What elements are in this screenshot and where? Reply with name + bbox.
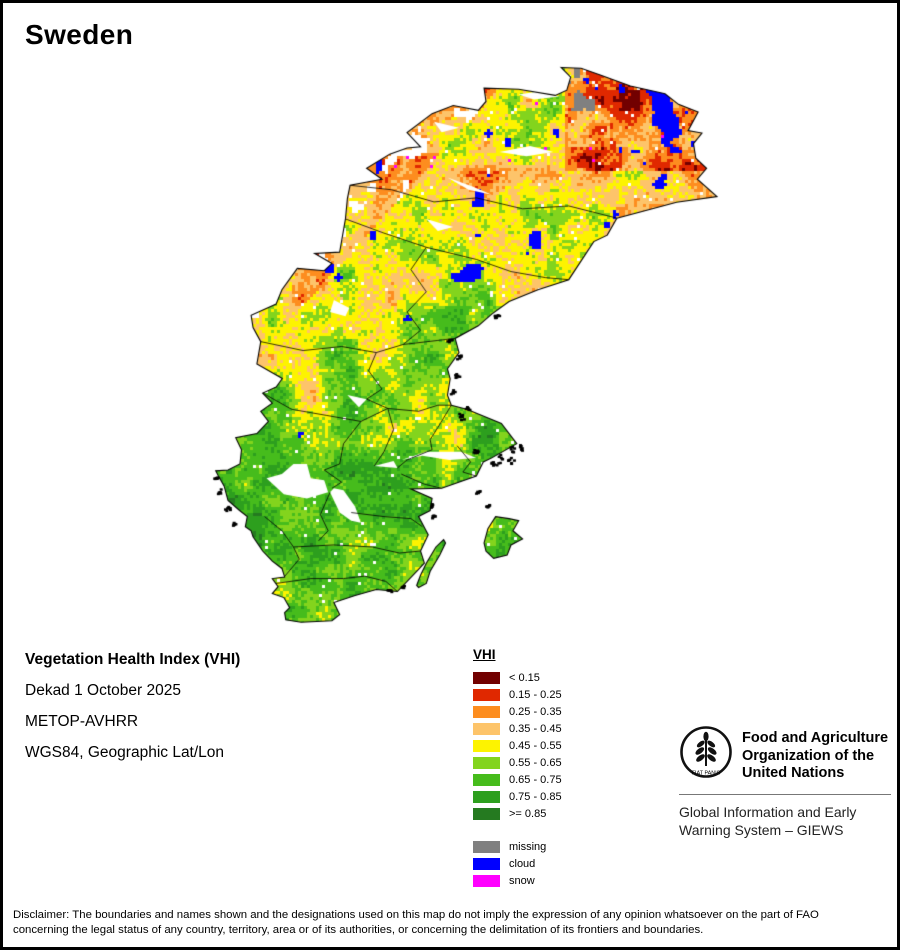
legend-swatch xyxy=(473,874,500,887)
legend-row: 0.15 - 0.25 xyxy=(473,686,562,703)
fao-org-line: Food and Agriculture xyxy=(742,730,889,746)
legend-swatch xyxy=(473,773,500,786)
legend-label: < 0.15 xyxy=(509,671,540,684)
giews-line: Global Information and Early xyxy=(679,803,857,820)
legend-row: 0.45 - 0.55 xyxy=(473,737,562,754)
legend-swatch xyxy=(473,671,500,684)
legend-swatch xyxy=(473,756,500,769)
legend-row: 0.25 - 0.35 xyxy=(473,703,562,720)
legend-title: VHI xyxy=(473,647,496,662)
disclaimer-text: Disclaimer: The boundaries and names sho… xyxy=(13,908,895,938)
legend-swatch xyxy=(473,790,500,803)
legend-row: 0.35 - 0.45 xyxy=(473,720,562,737)
legend-row: cloud xyxy=(473,855,562,872)
giews-label: Global Information and Early Warning Sys… xyxy=(679,803,891,840)
legend-label: 0.15 - 0.25 xyxy=(509,688,562,701)
legend-row: 0.75 - 0.85 xyxy=(473,788,562,805)
legend-swatch xyxy=(473,857,500,870)
legend-row: >= 0.85 xyxy=(473,805,562,822)
legend-swatch xyxy=(473,688,500,701)
info-sensor: METOP-AVHRR xyxy=(25,713,139,730)
info-projection: WGS84, Geographic Lat/Lon xyxy=(25,744,225,761)
legend-swatch xyxy=(473,739,500,752)
fao-org-name: Food and Agriculture Organization of the… xyxy=(742,725,888,783)
giews-line: Warning System – GIEWS xyxy=(679,822,844,838)
legend-label: cloud xyxy=(509,857,536,870)
map-info-block: Vegetation Health Index (VHI) Dekad 1 Oc… xyxy=(25,651,240,775)
page-title: Sweden xyxy=(25,19,134,50)
legend-row: 0.55 - 0.65 xyxy=(473,754,562,771)
fao-logo: FIAT PANIS xyxy=(680,726,732,778)
legend-row: 0.65 - 0.75 xyxy=(473,771,562,788)
fao-org-line: Organization of the xyxy=(742,747,875,764)
legend-row: missing xyxy=(473,838,562,855)
legend: VHI < 0.15 0.15 - 0.25 0.25 - 0.35 0.35 - 0… xyxy=(473,647,562,889)
legend-label: 0.65 - 0.75 xyxy=(509,773,562,786)
vhi-map-canvas xyxy=(3,3,897,947)
fao-block: FIAT PANIS Food and Agriculture Organiza… xyxy=(679,725,891,840)
legend-label: 0.55 - 0.65 xyxy=(509,756,562,769)
legend-row: < 0.15 xyxy=(473,669,562,686)
legend-swatch xyxy=(473,722,500,735)
legend-swatch xyxy=(473,840,500,853)
info-dekad: Dekad 1 October 2025 xyxy=(25,682,181,699)
legend-label: 0.35 - 0.45 xyxy=(509,722,562,735)
legend-label: >= 0.85 xyxy=(509,807,547,820)
legend-swatch xyxy=(473,807,500,820)
legend-label: 0.75 - 0.85 xyxy=(509,790,562,803)
disclaimer-line: concerning the legal status of any count… xyxy=(13,924,704,936)
legend-label: 0.45 - 0.55 xyxy=(509,739,562,752)
legend-label: snow xyxy=(509,874,535,887)
legend-label: missing xyxy=(509,840,547,853)
fao-motto: FIAT PANIS xyxy=(692,771,721,777)
legend-flags: missing cloud snow xyxy=(473,838,562,889)
legend-row: snow xyxy=(473,872,562,889)
fao-divider xyxy=(679,793,891,795)
fao-org-line: United Nations xyxy=(742,765,845,781)
legend-swatch xyxy=(473,705,500,718)
disclaimer-line: Disclaimer: The boundaries and names sho… xyxy=(13,909,819,921)
legend-classes: < 0.15 0.15 - 0.25 0.25 - 0.35 0.35 - 0.45 0… xyxy=(473,669,562,822)
info-index-name: Vegetation Health Index (VHI) xyxy=(25,651,241,668)
legend-label: 0.25 - 0.35 xyxy=(509,705,562,718)
